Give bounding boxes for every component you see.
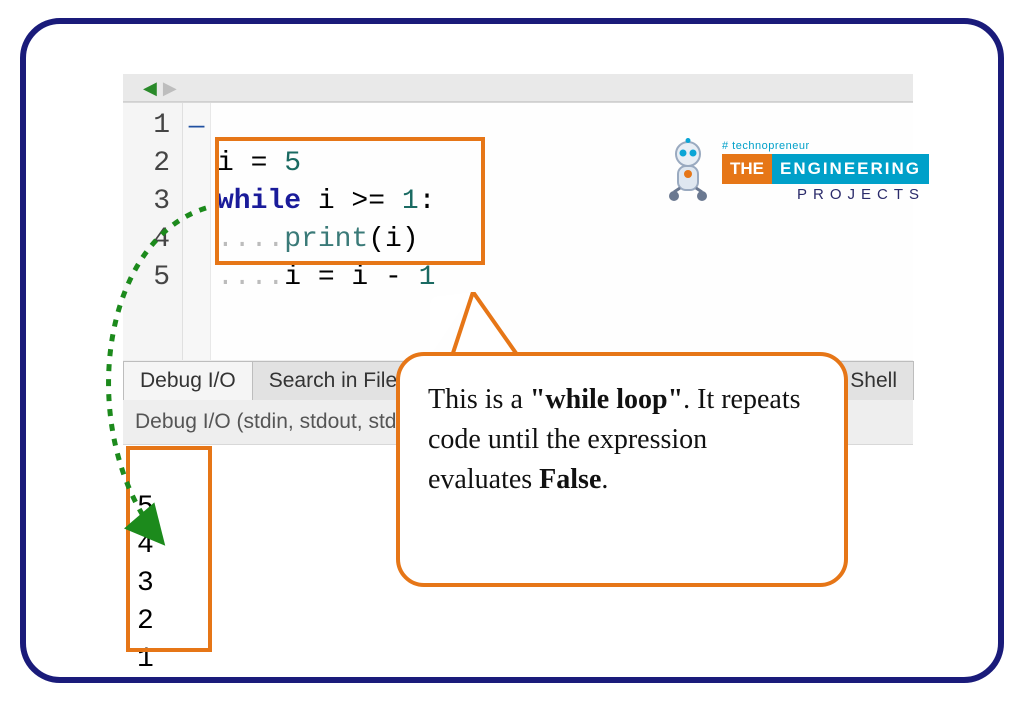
- logo-engineering: ENGINEERING: [772, 154, 929, 184]
- fold-column: —: [183, 103, 211, 377]
- callout-text: This is a: [428, 384, 530, 415]
- line-number: 5: [123, 259, 170, 297]
- nav-back-icon[interactable]: ◀: [143, 79, 157, 97]
- line-number: 4: [123, 221, 170, 259]
- output-line: 5: [137, 492, 154, 523]
- line-number: 1: [123, 107, 170, 145]
- robot-icon: [660, 138, 716, 204]
- brand-logo: # technopreneur THE ENGINEERING PROJECTS: [660, 136, 950, 206]
- line-number: 3: [123, 183, 170, 221]
- logo-tagline: # technopreneur: [722, 140, 929, 152]
- fold-marker[interactable]: —: [183, 107, 210, 145]
- nav-forward-icon[interactable]: ▶: [163, 79, 177, 97]
- output-line: 2: [137, 606, 154, 637]
- output-line: 1: [137, 644, 154, 675]
- output-line: 4: [137, 530, 154, 561]
- code-line: ....print(i): [217, 224, 419, 255]
- logo-projects: PROJECTS: [722, 186, 929, 203]
- callout-bold: False: [539, 464, 601, 495]
- logo-text: # technopreneur THE ENGINEERING PROJECTS: [722, 140, 929, 203]
- line-number-gutter: 1 2 3 4 5: [123, 103, 183, 377]
- tab-debug-io[interactable]: Debug I/O: [123, 361, 253, 400]
- main-frame: ◀ ▶ 1 2 3 4 5 — i = 5 while i >= 1: ....…: [20, 18, 1004, 683]
- code-line: while i >= 1:: [217, 186, 435, 217]
- line-number: 2: [123, 145, 170, 183]
- logo-the: THE: [722, 154, 772, 184]
- code-line: ....i = i - 1: [217, 262, 435, 293]
- callout-bold: "while loop": [530, 384, 683, 415]
- explanation-callout: This is a "while loop". It repeats code …: [396, 352, 848, 587]
- code-line: i = 5: [217, 148, 301, 179]
- code-text[interactable]: i = 5 while i >= 1: ....print(i) ....i =…: [211, 103, 435, 377]
- editor-toolbar: ◀ ▶: [123, 74, 913, 102]
- output-line: 3: [137, 568, 154, 599]
- callout-text: .: [601, 464, 608, 495]
